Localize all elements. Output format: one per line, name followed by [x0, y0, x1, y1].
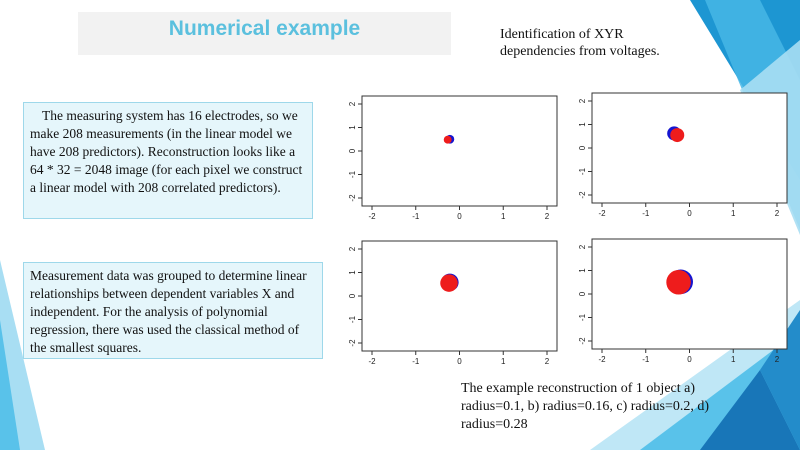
x-tick-label: 1 — [731, 355, 736, 364]
plot-d: -2 -1 0 1 2 -2 -1 0 1 2 — [578, 238, 788, 364]
x-tick-label: 1 — [731, 209, 736, 218]
plot-c: -2 -1 0 1 2 -2 -1 0 1 2 — [348, 240, 558, 366]
left-shape-mid — [0, 320, 20, 450]
plot-frame — [591, 238, 788, 350]
x-tick-label: 0 — [457, 357, 462, 366]
y-tick-label: 0 — [578, 291, 587, 296]
x-tick-label: 2 — [545, 212, 550, 221]
plot-b: -2 -1 0 1 2 -2 -1 0 1 2 — [578, 92, 788, 218]
x-tick-label: 2 — [545, 357, 550, 366]
y-tick-label: 0 — [348, 148, 357, 153]
figure-caption: The example reconstruction of 1 object a… — [461, 381, 710, 432]
reconstruction-circle — [443, 135, 452, 144]
reconstruction-circle — [670, 128, 685, 143]
x-tick-label: 0 — [687, 355, 692, 364]
y-tick-label: 1 — [348, 270, 357, 275]
y-tick-label: -2 — [348, 194, 357, 202]
x-tick-label: 2 — [775, 209, 780, 218]
y-tick-label: 2 — [578, 98, 587, 103]
regression-info-box: Measurement data was grouped to determin… — [23, 262, 323, 359]
x-tick-label: -1 — [412, 212, 420, 221]
x-tick-label: -1 — [412, 357, 420, 366]
y-tick-label: -2 — [578, 191, 587, 199]
plot-frame — [591, 92, 788, 204]
y-tick-label: 2 — [348, 246, 357, 251]
plot-a: -2 -1 0 1 2 -2 -1 0 1 2 — [348, 95, 558, 221]
x-tick-label: 2 — [775, 355, 780, 364]
x-tick-label: 0 — [457, 212, 462, 221]
x-tick-label: 1 — [501, 212, 506, 221]
plot-frame — [361, 240, 558, 352]
y-tick-label: 2 — [348, 101, 357, 106]
reconstruction-circle — [440, 274, 458, 292]
y-tick-label: 1 — [348, 125, 357, 130]
x-tick-label: -2 — [368, 212, 376, 221]
reconstruction-circle — [666, 270, 691, 295]
x-tick-label: 0 — [687, 209, 692, 218]
plot-frame — [361, 95, 558, 207]
y-tick-label: 1 — [578, 268, 587, 273]
y-tick-label: 0 — [348, 293, 357, 298]
y-tick-label: -1 — [578, 167, 587, 175]
x-tick-label: -2 — [598, 355, 606, 364]
x-tick-label: -1 — [642, 209, 650, 218]
bottom-right-shape-accent — [760, 310, 800, 450]
y-tick-label: 2 — [578, 244, 587, 249]
y-tick-label: 1 — [578, 122, 587, 127]
x-tick-label: -1 — [642, 355, 650, 364]
y-tick-label: -1 — [348, 170, 357, 178]
x-tick-label: -2 — [598, 209, 606, 218]
y-tick-label: -2 — [348, 339, 357, 347]
x-tick-label: -2 — [368, 357, 376, 366]
y-tick-label: -2 — [578, 337, 587, 345]
y-tick-label: -1 — [578, 313, 587, 321]
measurement-info-box: The measuring system has 16 electrodes, … — [23, 102, 313, 219]
bottom-right-shape-dark — [700, 370, 800, 450]
x-tick-label: 1 — [501, 357, 506, 366]
y-tick-label: 0 — [578, 145, 587, 150]
title-box: Numerical example — [78, 12, 451, 55]
page-title: Numerical example — [168, 16, 361, 40]
identification-text: Identification of XYR dependencies from … — [500, 27, 660, 59]
y-tick-label: -1 — [348, 315, 357, 323]
